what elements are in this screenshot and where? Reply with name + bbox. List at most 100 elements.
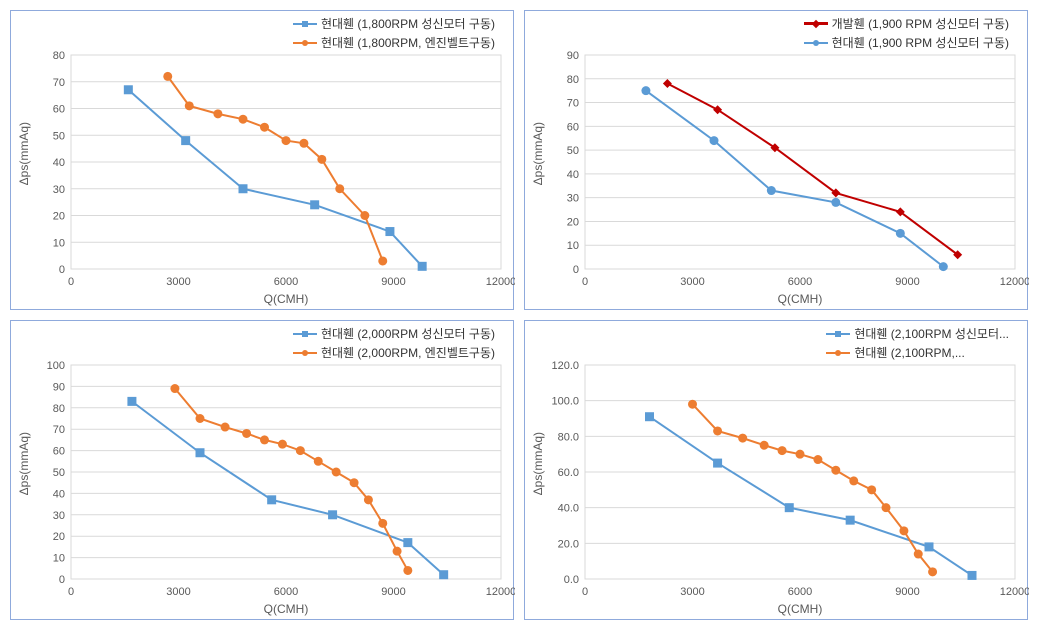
svg-text:50: 50 (53, 130, 65, 142)
legend-item: 현대휀 (2,100RPM 성신모터... (826, 325, 1009, 342)
legend-label: 현대휀 (1,800RPM 성신모터 구동) (321, 15, 495, 32)
legend-item: 현대휀 (1,800RPM 성신모터 구동) (293, 15, 495, 32)
svg-text:9000: 9000 (381, 586, 405, 598)
svg-text:100: 100 (47, 360, 65, 372)
circle-marker-icon (835, 350, 841, 356)
diamond-marker-icon (811, 20, 819, 28)
svg-text:6000: 6000 (274, 586, 298, 598)
legend: 현대휀 (2,000RPM 성신모터 구동) 현대휀 (2,000RPM, 엔진벨… (293, 325, 495, 363)
chart-panel-3: 0 10 20 30 40 50 60 70 80 90 100 0 3000 6000 9000 12000… (10, 320, 514, 620)
svg-text:70: 70 (567, 98, 579, 110)
svg-text:12000: 12000 (486, 586, 515, 598)
svg-text:50: 50 (53, 467, 65, 479)
svg-text:3000: 3000 (680, 276, 704, 288)
circle-marker-icon (302, 350, 308, 356)
y-axis-label: Δps(mmAq) (17, 432, 31, 495)
legend-label: 현대휀 (1,900 RPM 성신모터 구동) (832, 34, 1009, 51)
svg-text:0: 0 (573, 264, 579, 276)
x-axis-label: Q(CMH) (778, 602, 823, 616)
circle-marker-icon (302, 40, 308, 46)
chart-svg: 0 10 20 30 40 50 60 70 80 0 3000 6000 9000 12000 Q(CMH… (11, 11, 515, 311)
svg-text:80: 80 (53, 403, 65, 415)
svg-text:80: 80 (567, 74, 579, 86)
svg-text:12000: 12000 (1000, 276, 1029, 288)
svg-text:20: 20 (53, 531, 65, 543)
svg-text:10: 10 (53, 553, 65, 565)
square-marker-icon (302, 331, 308, 337)
svg-text:60: 60 (53, 446, 65, 458)
legend: 개발휀 (1,900 RPM 성신모터 구동) 현대휀 (1,900 RPM 성신… (804, 15, 1009, 53)
svg-text:90: 90 (567, 50, 579, 62)
svg-text:80: 80 (53, 50, 65, 62)
chart-svg: 0 10 20 30 40 50 60 70 80 90 100 0 3000 6000 9000 12000… (11, 321, 515, 621)
svg-text:60: 60 (567, 121, 579, 133)
svg-text:10: 10 (567, 240, 579, 252)
svg-text:120.0: 120.0 (551, 360, 579, 372)
svg-text:20: 20 (53, 211, 65, 223)
circle-marker-icon (813, 40, 819, 46)
svg-text:12000: 12000 (486, 276, 515, 288)
y-axis-label: Δps(mmAq) (531, 122, 545, 185)
svg-text:3000: 3000 (166, 276, 190, 288)
chart-svg: 0.0 20.0 40.0 60.0 80.0 100.0 120.0 0 3000 6000 90… (525, 321, 1029, 621)
svg-text:10: 10 (53, 237, 65, 249)
svg-text:40.0: 40.0 (558, 503, 579, 515)
svg-text:40: 40 (53, 157, 65, 169)
svg-text:20.0: 20.0 (558, 538, 579, 550)
svg-text:0: 0 (582, 276, 588, 288)
svg-text:3000: 3000 (166, 586, 190, 598)
chart-svg: 0102030405060708090030006000900012000Q(C… (525, 11, 1029, 311)
square-marker-icon (835, 331, 841, 337)
legend-item: 현대휀 (2,000RPM 성신모터 구동) (293, 325, 495, 342)
x-axis-label: Q(CMH) (264, 292, 309, 306)
legend-item: 개발휀 (1,900 RPM 성신모터 구동) (804, 15, 1009, 32)
svg-text:40: 40 (53, 488, 65, 500)
svg-text:9000: 9000 (895, 586, 919, 598)
svg-text:100.0: 100.0 (551, 396, 579, 408)
svg-text:30: 30 (53, 184, 65, 196)
legend-item: 현대휀 (2,100RPM,... (826, 344, 1009, 361)
legend: 현대휀 (2,100RPM 성신모터... 현대휀 (2,100RPM,... (826, 325, 1009, 363)
svg-text:60: 60 (53, 104, 65, 116)
svg-text:30: 30 (567, 193, 579, 205)
svg-text:9000: 9000 (381, 276, 405, 288)
square-marker-icon (302, 21, 308, 27)
svg-text:12000: 12000 (1000, 586, 1029, 598)
legend-label: 개발휀 (1,900 RPM 성신모터 구동) (832, 15, 1009, 32)
legend-item: 현대휀 (1,800RPM, 엔진벨트구동) (293, 34, 495, 51)
legend: 현대휀 (1,800RPM 성신모터 구동) 현대휀 (1,800RPM, 엔진벨… (293, 15, 495, 53)
legend-label: 현대휀 (2,000RPM 성신모터 구동) (321, 325, 495, 342)
chart-panel-2: 0102030405060708090030006000900012000Q(C… (524, 10, 1028, 310)
svg-text:0: 0 (68, 276, 74, 288)
svg-text:0: 0 (59, 264, 65, 276)
svg-text:3000: 3000 (680, 586, 704, 598)
svg-text:0.0: 0.0 (564, 574, 579, 586)
svg-text:9000: 9000 (895, 276, 919, 288)
svg-text:70: 70 (53, 77, 65, 89)
svg-text:30: 30 (53, 510, 65, 522)
chart-panel-1: 0 10 20 30 40 50 60 70 80 0 3000 6000 9000 12000 Q(CMH… (10, 10, 514, 310)
svg-text:80.0: 80.0 (558, 431, 579, 443)
y-axis-label: Δps(mmAq) (531, 432, 545, 495)
legend-label: 현대휀 (1,800RPM, 엔진벨트구동) (321, 34, 495, 51)
legend-item: 현대휀 (2,000RPM, 엔진벨트구동) (293, 344, 495, 361)
x-axis-label: Q(CMH) (778, 292, 823, 306)
chart-grid: 01020304050607080030006000900012000Q(CMH… (0, 0, 1038, 630)
legend-label: 현대휀 (2,100RPM,... (854, 344, 964, 361)
svg-text:6000: 6000 (274, 276, 298, 288)
legend-item: 현대휀 (1,900 RPM 성신모터 구동) (804, 34, 1009, 51)
svg-text:0: 0 (582, 586, 588, 598)
legend-label: 현대휀 (2,000RPM, 엔진벨트구동) (321, 344, 495, 361)
svg-text:60.0: 60.0 (558, 467, 579, 479)
svg-text:0: 0 (68, 586, 74, 598)
x-axis-label: Q(CMH) (264, 602, 309, 616)
svg-text:0: 0 (59, 574, 65, 586)
svg-text:70: 70 (53, 424, 65, 436)
chart-panel-4: 0.0 20.0 40.0 60.0 80.0 100.0 120.0 0 3000 6000 90… (524, 320, 1028, 620)
y-axis-label: Δps(mmAq) (17, 122, 31, 185)
svg-text:40: 40 (567, 169, 579, 181)
svg-text:50: 50 (567, 145, 579, 157)
svg-text:20: 20 (567, 216, 579, 228)
svg-text:6000: 6000 (788, 586, 812, 598)
svg-text:90: 90 (53, 381, 65, 393)
